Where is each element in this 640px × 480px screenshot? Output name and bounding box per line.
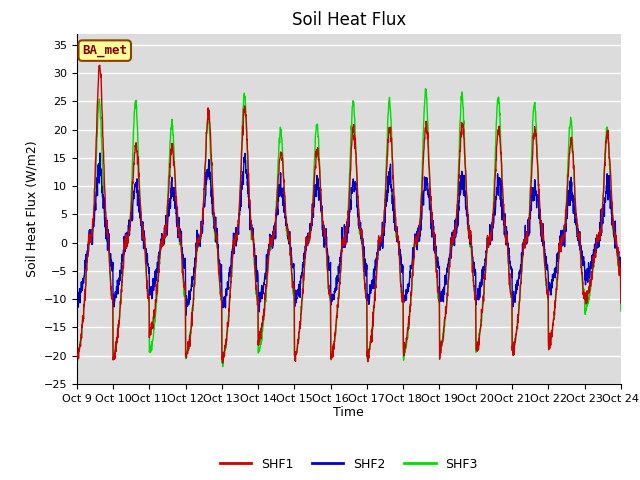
SHF2 [96,150,104,156]
Line: SHF2: SHF2 [77,153,621,315]
SHF3 [365,348,372,354]
Line: SHF3: SHF3 [77,89,621,367]
SHF3 [219,364,227,370]
SHF3 [376,239,384,244]
Line: SHF1: SHF1 [77,65,621,363]
SHF2 [570,207,577,213]
SHF1 [570,151,577,157]
SHF2 [508,264,515,270]
SHF3 [570,152,577,158]
SHF2 [617,269,625,275]
SHF1 [508,289,515,295]
SHF1 [96,62,104,68]
SHF3 [422,86,429,92]
SHF1 [584,288,592,294]
SHF2 [73,292,81,298]
SHF3 [508,292,515,298]
SHF3 [225,314,232,320]
SHF1 [225,306,233,312]
SHF1 [365,355,372,361]
SHF2 [182,312,190,318]
SHF3 [73,354,81,360]
SHF2 [365,301,372,307]
SHF3 [584,299,592,304]
SHF1 [617,300,625,306]
Y-axis label: Soil Heat Flux (W/m2): Soil Heat Flux (W/m2) [25,141,38,277]
Text: BA_met: BA_met [82,44,127,57]
SHF2 [584,271,592,276]
SHF1 [73,347,81,353]
SHF2 [377,240,385,246]
Legend: SHF1, SHF2, SHF3: SHF1, SHF2, SHF3 [214,453,483,476]
SHF3 [617,308,625,314]
SHF2 [225,270,233,276]
Title: Soil Heat Flux: Soil Heat Flux [292,11,406,29]
X-axis label: Time: Time [333,407,364,420]
SHF1 [377,237,385,243]
SHF1 [219,360,227,366]
